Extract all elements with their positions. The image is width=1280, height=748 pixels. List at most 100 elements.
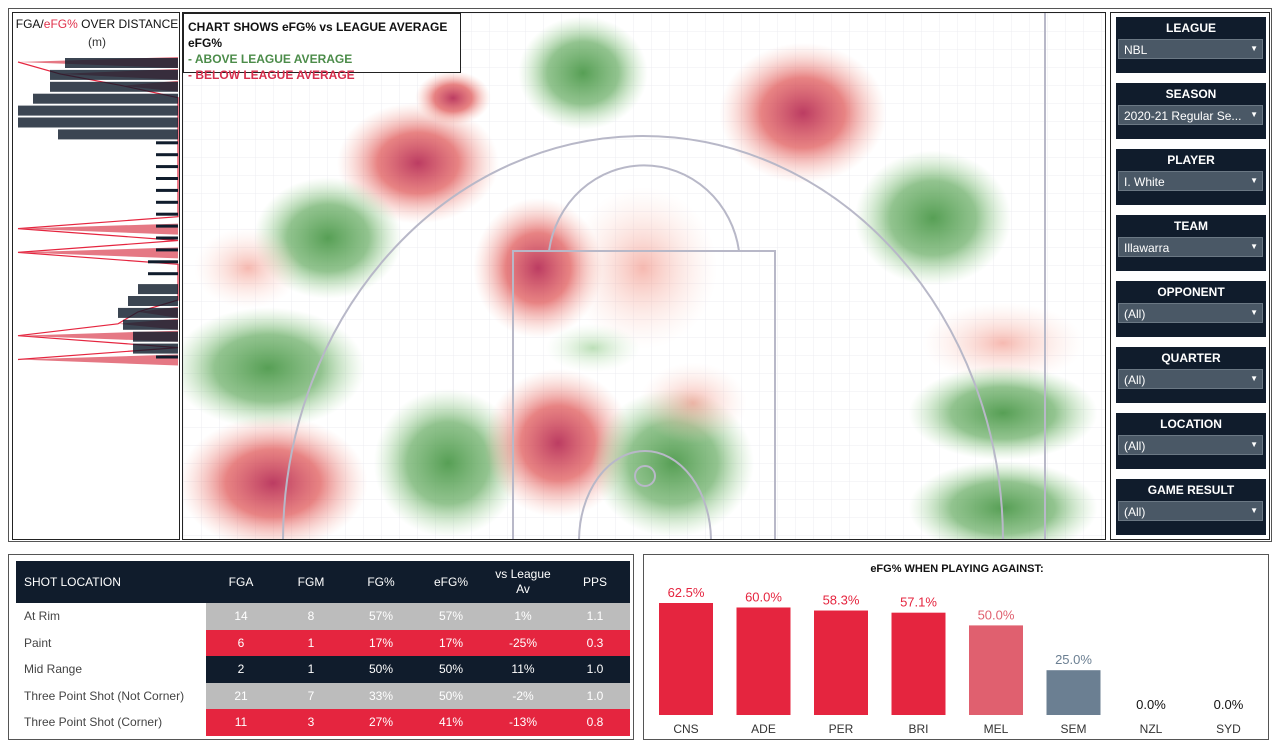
fga-bar[interactable] [156,188,178,192]
court-lines [282,13,1046,539]
distance-title-prefix: FGA/ [15,17,44,31]
heatmap-zone-below[interactable] [194,227,302,309]
distance-panel: FGA/eFG% OVER DISTANCE (m) [12,12,180,540]
fga-bar[interactable] [50,81,178,92]
col-fga[interactable]: FGA [206,561,276,603]
quarter-dropdown[interactable]: (All) ▼ [1118,369,1263,389]
col-fgm[interactable]: FGM [276,561,346,603]
fga-bar[interactable] [156,141,178,145]
location-dropdown[interactable]: (All) ▼ [1118,435,1263,455]
filter-league-label: LEAGUE [1165,21,1216,35]
table-cell: 8 [276,603,346,630]
fga-bar[interactable] [138,284,178,295]
bar-ade[interactable] [736,607,791,715]
shot-location-cell: Three Point Shot (Not Corner) [16,682,206,709]
fga-bar[interactable] [156,153,178,157]
court-panel: CHART SHOWS eFG% vs LEAGUE AVERAGE eFG% … [182,12,1106,540]
bar-cns[interactable] [659,603,713,715]
table-cell: 1.1 [560,603,630,630]
col-vs-league[interactable]: vs League Av [486,561,560,603]
col-efg-pct[interactable]: eFG% [416,561,486,603]
fga-bar[interactable] [156,200,178,204]
table-cell: 11 [206,709,276,736]
heatmap-zone-below[interactable] [568,187,718,349]
bar-sem[interactable] [1046,670,1101,715]
fga-bar[interactable] [156,212,178,216]
opponent-dropdown[interactable]: (All) ▼ [1118,303,1263,323]
fga-bar[interactable] [156,177,178,180]
fga-bar[interactable] [128,296,178,306]
fga-bar[interactable] [18,117,178,128]
fga-bar[interactable] [156,355,178,359]
data-label: 58.3% [823,593,860,608]
table-cell: 57% [416,603,486,630]
fga-bar[interactable] [156,224,178,228]
top-frame [8,8,1272,542]
legend-box: CHART SHOWS eFG% vs LEAGUE AVERAGE eFG% … [183,13,461,82]
bar-mel[interactable] [969,625,1023,715]
distance-title-efg: eFG% [43,17,78,31]
bar-bri[interactable] [891,612,946,715]
filter-quarter-label: QUARTER [1161,351,1221,365]
heatmap-zone-above[interactable] [183,307,366,429]
table-cell: -2% [486,682,560,709]
col-fg-pct[interactable]: FG% [346,561,416,603]
fga-bar[interactable] [50,69,178,80]
heatmap-zone-below[interactable] [719,42,887,184]
heatmap-zone-above[interactable] [518,16,648,130]
team-dropdown[interactable]: Illawarra ▼ [1118,237,1263,257]
fga-bar[interactable] [133,331,178,342]
filter-team: TEAM Illawarra ▼ [1116,215,1266,271]
bar-per[interactable] [814,610,868,715]
league-dropdown[interactable]: NBL ▼ [1118,39,1263,59]
heatmap-zone-above[interactable] [854,150,1012,286]
filter-player-label: PLAYER [1167,153,1215,167]
fga-bar[interactable] [156,236,178,240]
fga-bar[interactable] [156,248,178,252]
table-cell: 57% [346,603,416,630]
legend-above: - ABOVE LEAGUE AVERAGE [188,52,353,66]
game-result-dropdown[interactable]: (All) ▼ [1118,501,1263,521]
fga-bar[interactable] [133,343,178,354]
table-cell: 14 [206,603,276,630]
heatmap-zone-above[interactable] [908,365,1098,461]
table-cell: -13% [486,709,560,736]
player-value: I. White [1124,175,1165,189]
filter-location-label: LOCATION [1160,417,1222,431]
heatmap-zone-below[interactable] [639,362,747,444]
chevron-down-icon: ▼ [1250,440,1258,449]
heatmap-zone-below[interactable] [922,302,1084,384]
filter-opponent: OPPONENT (All) ▼ [1116,281,1266,337]
fga-bar[interactable] [148,260,178,264]
filter-season-label: SEASON [1165,87,1217,101]
fga-bar[interactable] [58,129,178,140]
fga-bar[interactable] [156,165,178,169]
fga-bar[interactable] [123,319,178,330]
heatmap-zone-below[interactable] [473,197,603,339]
heatmap-zone-above[interactable] [373,388,523,538]
heatmap-zone-above[interactable] [908,460,1098,540]
fga-bar[interactable] [18,105,178,116]
table-cell: 1 [276,656,346,683]
heatmap-zone-below[interactable] [183,415,368,541]
col-pps[interactable]: PPS [560,561,630,603]
fga-bar[interactable] [118,307,178,318]
data-label: 50.0% [978,607,1015,622]
fga-bar[interactable] [33,93,178,104]
col-shot-location[interactable]: SHOT LOCATION [16,561,206,603]
efg-spike [18,247,178,259]
heatmap-zone-below[interactable] [415,71,491,125]
restricted-area [578,450,712,539]
table-row: Mid Range 2 1 50% 50% 11% 1.0 [16,656,630,683]
heatmap-zone-above[interactable] [545,323,641,373]
season-dropdown[interactable]: 2020-21 Regular Se... ▼ [1118,105,1263,125]
fga-bar[interactable] [148,272,178,276]
table-cell: 33% [346,682,416,709]
data-label: 0.0% [1214,697,1244,712]
player-dropdown[interactable]: I. White ▼ [1118,171,1263,191]
table-cell: 41% [416,709,486,736]
fga-bar[interactable] [65,58,178,68]
shot-heatmap [183,13,1105,541]
table-cell: 2 [206,656,276,683]
table-cell: 17% [346,629,416,656]
